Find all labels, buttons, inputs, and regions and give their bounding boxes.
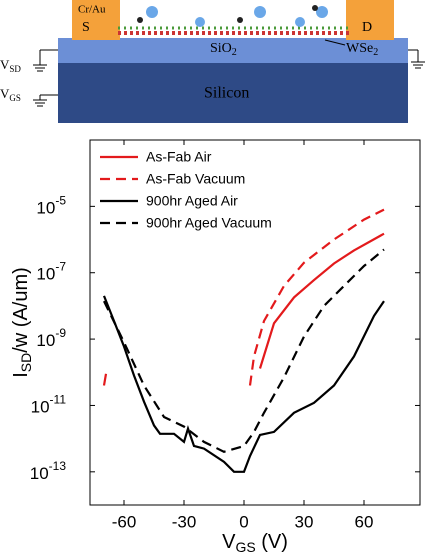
y-label-part: SD — [18, 353, 34, 372]
x-axis-label: VGS (V) — [222, 531, 288, 554]
molecule — [146, 6, 158, 18]
x-label-part: GS — [235, 539, 255, 555]
y-axis-label: ISD/w (A/um) — [10, 267, 33, 378]
oxide-label: SiO2 — [210, 41, 237, 58]
x-tick-label: 30 — [295, 512, 314, 531]
oxide-layer — [58, 38, 408, 63]
y-tick-base: 10 — [30, 464, 49, 483]
series-line — [103, 248, 385, 453]
y-tick-exponent: -13 — [49, 459, 67, 473]
y-tick-label: 10-13 — [30, 459, 67, 483]
y-label-part: /w (A/um) — [10, 267, 32, 353]
drain-label: D — [362, 20, 372, 35]
y-tick-exponent: -7 — [55, 260, 66, 274]
series-line — [248, 208, 385, 386]
y-tick-label: 10-11 — [31, 393, 67, 417]
x-tick-label: 0 — [239, 512, 248, 531]
legend-label: As-Fab Air — [146, 149, 212, 165]
source-contact — [72, 0, 120, 40]
molecule — [254, 6, 266, 18]
x-tick-label: -60 — [112, 512, 137, 531]
text: V — [0, 57, 10, 72]
device-schematic: Cr/Au S D SiO2 WSe2 Silicon VSD VGS — [0, 0, 425, 123]
molecule — [316, 6, 328, 18]
ground-symbol — [408, 49, 425, 69]
y-label-part: I — [10, 372, 32, 378]
channel-label: WSe2 — [346, 41, 378, 58]
molecule — [237, 17, 243, 23]
y-tick-base: 10 — [31, 398, 50, 417]
y-tick-label: 10-5 — [36, 194, 66, 218]
text: SiO — [210, 41, 232, 56]
plot-frame — [89, 139, 421, 506]
vsd-label: VSD — [0, 57, 21, 74]
legend-label: As-Fab Vacuum — [146, 171, 245, 187]
vgs-label: VGS — [0, 86, 21, 103]
ground-symbol — [33, 49, 58, 72]
x-label-part: (V) — [256, 531, 288, 553]
y-tick-exponent: -11 — [50, 393, 67, 407]
molecule — [137, 17, 143, 23]
molecule — [295, 17, 305, 27]
y-tick-base: 10 — [36, 332, 55, 351]
source-label: S — [82, 20, 90, 35]
y-tick-label: 10-7 — [36, 260, 66, 284]
x-tick-label: -30 — [172, 512, 197, 531]
y-tick-base: 10 — [36, 265, 55, 284]
silicon-layer — [58, 63, 408, 123]
text: 2 — [373, 47, 378, 58]
pointer-arrow — [324, 39, 346, 46]
legend-label: 900hr Aged Air — [146, 193, 238, 209]
y-tick-base: 10 — [36, 199, 55, 218]
text: 2 — [232, 47, 237, 58]
substrate-label: Silicon — [204, 85, 249, 102]
contact-label: Cr/Au — [78, 4, 106, 16]
y-tick-label: 10-9 — [36, 326, 66, 350]
series-line — [102, 232, 385, 386]
text: SD — [9, 64, 21, 74]
drain-contact — [346, 0, 394, 40]
x-tick-label: 60 — [355, 512, 374, 531]
molecule — [195, 17, 205, 27]
x-label-part: V — [222, 531, 236, 553]
molecule — [312, 5, 318, 11]
ground-symbol — [33, 94, 58, 107]
y-tick-exponent: -9 — [55, 326, 66, 340]
legend-label: 900hr Aged Vacuum — [146, 215, 272, 231]
series-line — [102, 295, 385, 473]
y-tick-exponent: -5 — [55, 194, 66, 208]
text: WSe — [346, 41, 373, 56]
text: V — [0, 86, 10, 101]
text: GS — [9, 93, 21, 103]
